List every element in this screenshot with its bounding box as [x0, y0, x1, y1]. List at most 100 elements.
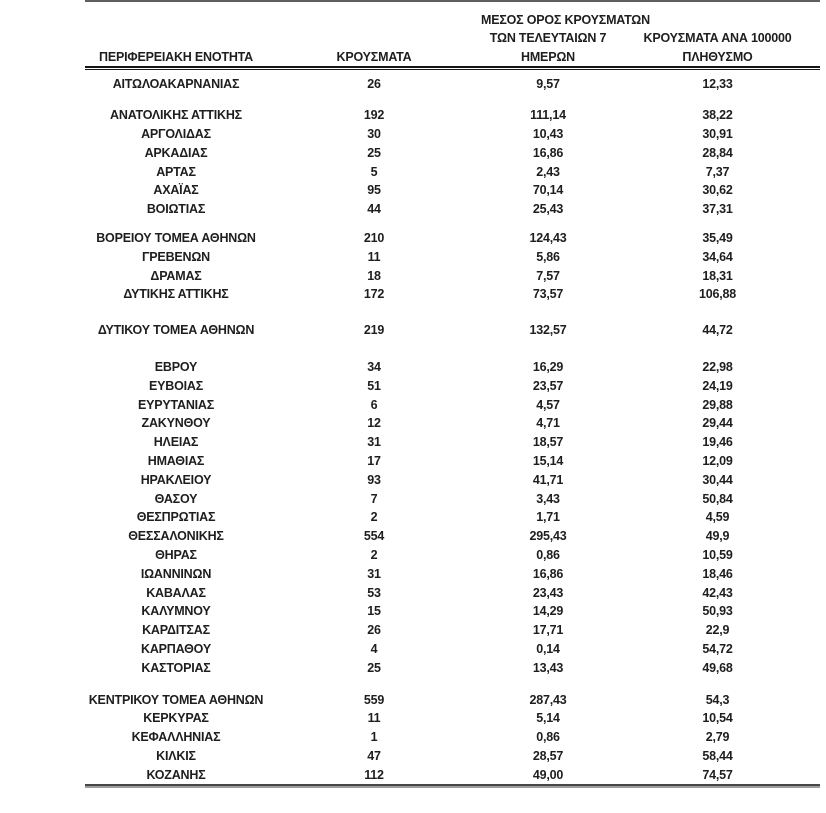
cases-value: 7 [370, 491, 378, 506]
avg7-value: 111,14 [530, 108, 566, 123]
cases-value: 26 [367, 623, 381, 638]
per100k-value: 18,31 [702, 268, 733, 283]
cases-value: 5 [370, 164, 378, 179]
avg7-value: 0,14 [536, 641, 560, 656]
per100k-value: 74,57 [702, 767, 733, 782]
region-name: ΔΥΤΙΚΗΣ ΑΤΤΙΚΗΣ [123, 287, 229, 302]
avg7-value: 13,43 [532, 660, 564, 675]
region-name: ΚΑΡΔΙΤΣΑΣ [142, 623, 210, 638]
table-row: ΑΡΚΑΔΙΑΣ 25 16,86 28,84 [85, 143, 820, 162]
per100k-value: 12,33 [702, 77, 733, 92]
avg7-value: 16,86 [532, 145, 564, 160]
avg7-value: 15,14 [532, 453, 564, 468]
region-name: ΚΕΦΑΛΛΗΝΙΑΣ [131, 730, 221, 745]
avg7-value: 18,57 [532, 435, 564, 450]
per100k-value: 18,46 [702, 566, 733, 581]
table-row-group: ΕΒΡΟΥ 34 16,29 22,98 ΕΥΒΟΙΑΣ 51 23,57 24… [85, 358, 820, 678]
table-row: ΒΟΙΩΤΙΑΣ 44 25,43 37,31 [85, 200, 820, 219]
per100k-value: 54,72 [702, 641, 733, 656]
cases-value: 18 [367, 268, 381, 283]
table-row: ΗΡΑΚΛΕΙΟΥ 93 41,71 30,44 [85, 470, 820, 489]
region-name: ΘΗΡΑΣ [155, 547, 197, 562]
avg7-value: 0,86 [536, 730, 560, 745]
cases-value: 44 [367, 202, 381, 217]
per100k-value: 58,44 [702, 748, 733, 763]
per100k-value: 4,59 [705, 510, 730, 525]
header-7day-average: ΜΕΣΟΣ ΟΡΟΣ ΚΡΟΥΣΜΑΤΩΝ ΤΩΝ ΤΕΛΕΥΤΑΙΩΝ 7 Η… [481, 11, 650, 67]
cases-value: 11 [367, 711, 381, 726]
cases-value: 31 [367, 566, 381, 581]
region-name: ΗΜΑΘΙΑΣ [147, 453, 205, 468]
cases-value: 6 [370, 397, 378, 412]
cases-value: 559 [363, 692, 385, 707]
table-body: ΑΙΤΩΛΟΑΚΑΡΝΑΝΙΑΣ 26 9,57 12,33 ΑΝΑΤΟΛΙΚΗ… [85, 70, 820, 784]
region-name: ΘΑΣΟΥ [154, 491, 198, 506]
per100k-value: 106,88 [698, 287, 737, 302]
per100k-value: 50,84 [702, 491, 733, 506]
per100k-value: 30,62 [702, 183, 733, 198]
cases-value: 112 [364, 767, 384, 782]
cases-value: 47 [367, 748, 381, 763]
avg7-value: 5,14 [536, 711, 560, 726]
table-row: ΔΥΤΙΚΟΥ ΤΟΜΕΑ ΑΘΗΝΩΝ 219 132,57 44,72 [85, 321, 820, 340]
avg7-value: 287,43 [529, 692, 567, 707]
per100k-value: 34,64 [702, 249, 733, 264]
table-row: ΚΑΣΤΟΡΙΑΣ 25 13,43 49,68 [85, 658, 820, 677]
cases-value: 2 [370, 547, 378, 562]
table-row: ΑΡΤΑΣ 5 2,43 7,37 [85, 162, 820, 181]
table-row-group: ΔΥΤΙΚΟΥ ΤΟΜΕΑ ΑΘΗΝΩΝ 219 132,57 44,72 [85, 321, 820, 340]
avg7-value: 1,71 [536, 510, 560, 525]
avg7-value: 5,86 [536, 249, 560, 264]
header-cases: ΚΡΟΥΣΜΑΤΑ [267, 48, 481, 67]
cases-value: 30 [367, 126, 381, 141]
table-row: ΔΥΤΙΚΗΣ ΑΤΤΙΚΗΣ 172 73,57 106,88 [85, 285, 820, 304]
avg7-value: 16,29 [532, 359, 564, 374]
table-row: ΚΑΛΥΜΝΟΥ 15 14,29 50,93 [85, 602, 820, 621]
region-name: ΘΕΣΣΑΛΟΝΙΚΗΣ [128, 529, 224, 544]
region-name: ΚΑΡΠΑΘΟΥ [141, 641, 211, 656]
per100k-value: 12,09 [702, 453, 733, 468]
per100k-value: 30,91 [702, 126, 733, 141]
region-name: ΒΟΙΩΤΙΑΣ [146, 202, 206, 217]
region-name: ΔΥΤΙΚΟΥ ΤΟΜΕΑ ΑΘΗΝΩΝ [97, 323, 255, 338]
region-name: ΕΒΡΟΥ [154, 359, 198, 374]
table-top-rule [85, 0, 820, 2]
cases-value: 31 [367, 435, 381, 450]
per100k-value: 54,3 [705, 692, 730, 707]
table-row: ΕΥΒΟΙΑΣ 51 23,57 24,19 [85, 376, 820, 395]
region-name: ΒΟΡΕΙΟΥ ΤΟΜΕΑ ΑΘΗΝΩΝ [96, 230, 256, 245]
cases-value: 554 [363, 529, 385, 544]
avg7-value: 73,57 [532, 287, 564, 302]
table-row-group: ΑΝΑΤΟΛΙΚΗΣ ΑΤΤΙΚΗΣ 192 111,14 38,22 ΑΡΓΟ… [85, 106, 820, 219]
region-name: ΑΡΓΟΛΙΔΑΣ [141, 126, 211, 141]
per100k-value: 44,72 [702, 323, 733, 338]
avg7-value: 17,71 [532, 623, 564, 638]
region-name: ΚΑΛΥΜΝΟΥ [141, 604, 211, 619]
avg7-value: 7,57 [536, 268, 560, 283]
table-row: ΘΑΣΟΥ 7 3,43 50,84 [85, 489, 820, 508]
per100k-value: 30,44 [702, 472, 733, 487]
per100k-value: 19,46 [702, 435, 733, 450]
table-row: ΖΑΚΥΝΘΟΥ 12 4,71 29,44 [85, 414, 820, 433]
table-row: ΗΜΑΘΙΑΣ 17 15,14 12,09 [85, 452, 820, 471]
avg7-value: 16,86 [532, 566, 564, 581]
avg7-value: 132,57 [529, 323, 567, 338]
table-row-group: ΒΟΡΕΙΟΥ ΤΟΜΕΑ ΑΘΗΝΩΝ 210 124,43 35,49 ΓΡ… [85, 229, 820, 304]
avg7-value: 14,29 [532, 604, 564, 619]
table-header: ΠΕΡΙΦΕΡΕΙΑΚΗ ΕΝΟΤΗΤΑ ΚΡΟΥΣΜΑΤΑ ΜΕΣΟΣ ΟΡΟ… [85, 2, 820, 66]
cases-value: 219 [363, 323, 385, 338]
cases-value: 4 [370, 641, 378, 656]
region-name: ΚΕΝΤΡΙΚΟΥ ΤΟΜΕΑ ΑΘΗΝΩΝ [88, 692, 264, 707]
cases-value: 53 [367, 585, 381, 600]
cases-value: 15 [367, 604, 381, 619]
region-name: ΓΡΕΒΕΝΩΝ [141, 249, 211, 264]
per100k-value: 24,19 [702, 378, 733, 393]
per100k-value: 10,59 [702, 547, 733, 562]
cases-table: ΠΕΡΙΦΕΡΕΙΑΚΗ ΕΝΟΤΗΤΑ ΚΡΟΥΣΜΑΤΑ ΜΕΣΟΣ ΟΡΟ… [85, 0, 820, 789]
avg7-value: 0,86 [536, 547, 560, 562]
region-name: ΑΧΑΪΑΣ [153, 183, 199, 198]
per100k-value: 10,54 [702, 711, 733, 726]
table-row-group: ΚΕΝΤΡΙΚΟΥ ΤΟΜΕΑ ΑΘΗΝΩΝ 559 287,43 54,3 Κ… [85, 690, 820, 784]
table-bottom-rule [85, 784, 820, 789]
header-per-100k-line2: ΠΛΗΘΥΣΜΟ [682, 49, 753, 64]
